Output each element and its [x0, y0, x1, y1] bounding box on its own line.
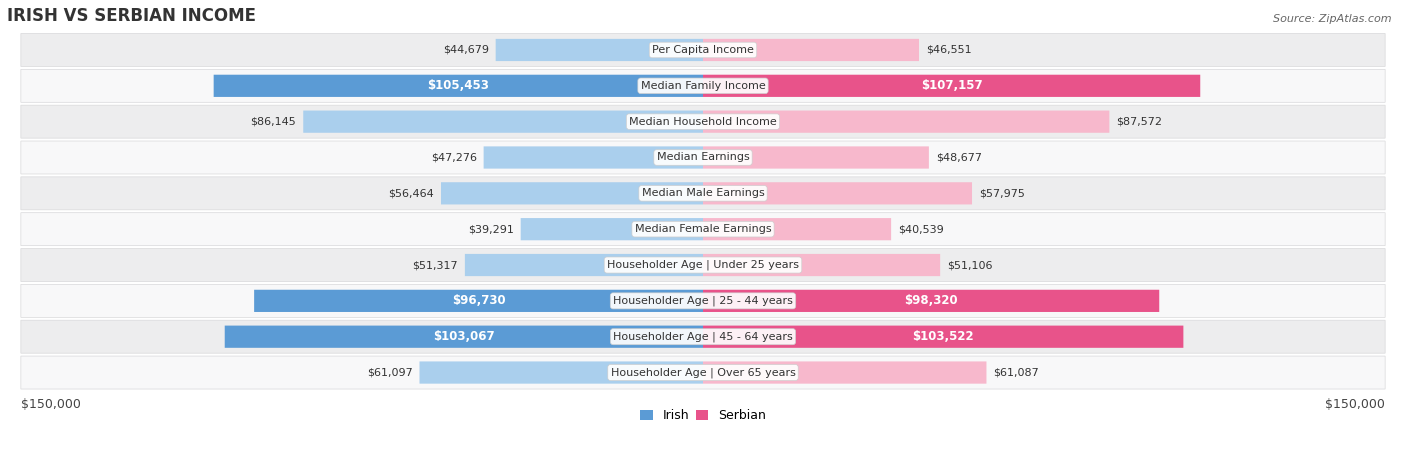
Text: Median Female Earnings: Median Female Earnings	[634, 224, 772, 234]
FancyBboxPatch shape	[419, 361, 703, 384]
Text: $46,551: $46,551	[927, 45, 972, 55]
Text: Householder Age | Over 65 years: Householder Age | Over 65 years	[610, 367, 796, 378]
Text: $61,097: $61,097	[367, 368, 412, 377]
Text: Median Family Income: Median Family Income	[641, 81, 765, 91]
FancyBboxPatch shape	[441, 182, 703, 205]
Legend: Irish, Serbian: Irish, Serbian	[636, 404, 770, 427]
FancyBboxPatch shape	[21, 141, 1385, 174]
FancyBboxPatch shape	[496, 39, 703, 61]
FancyBboxPatch shape	[703, 39, 920, 61]
FancyBboxPatch shape	[254, 290, 703, 312]
FancyBboxPatch shape	[21, 248, 1385, 282]
Text: Source: ZipAtlas.com: Source: ZipAtlas.com	[1274, 14, 1392, 24]
FancyBboxPatch shape	[21, 356, 1385, 389]
FancyBboxPatch shape	[304, 111, 703, 133]
Text: $96,730: $96,730	[451, 294, 505, 307]
Text: $105,453: $105,453	[427, 79, 489, 92]
FancyBboxPatch shape	[21, 284, 1385, 318]
FancyBboxPatch shape	[21, 69, 1385, 102]
FancyBboxPatch shape	[703, 325, 1184, 348]
Text: $61,087: $61,087	[994, 368, 1039, 377]
FancyBboxPatch shape	[703, 75, 1201, 97]
FancyBboxPatch shape	[465, 254, 703, 276]
Text: $47,276: $47,276	[430, 153, 477, 163]
FancyBboxPatch shape	[21, 177, 1385, 210]
FancyBboxPatch shape	[21, 105, 1385, 138]
FancyBboxPatch shape	[225, 325, 703, 348]
FancyBboxPatch shape	[214, 75, 703, 97]
Text: $87,572: $87,572	[1116, 117, 1163, 127]
Text: $39,291: $39,291	[468, 224, 513, 234]
FancyBboxPatch shape	[520, 218, 703, 241]
FancyBboxPatch shape	[703, 254, 941, 276]
Text: $56,464: $56,464	[388, 188, 434, 198]
FancyBboxPatch shape	[703, 111, 1109, 133]
Text: $103,067: $103,067	[433, 330, 495, 343]
Text: $103,522: $103,522	[912, 330, 974, 343]
Text: $98,320: $98,320	[904, 294, 957, 307]
Text: $150,000: $150,000	[1326, 397, 1385, 410]
FancyBboxPatch shape	[703, 146, 929, 169]
Text: Householder Age | 45 - 64 years: Householder Age | 45 - 64 years	[613, 332, 793, 342]
Text: Householder Age | Under 25 years: Householder Age | Under 25 years	[607, 260, 799, 270]
Text: Householder Age | 25 - 44 years: Householder Age | 25 - 44 years	[613, 296, 793, 306]
Text: $44,679: $44,679	[443, 45, 489, 55]
Text: Median Household Income: Median Household Income	[628, 117, 778, 127]
Text: Median Male Earnings: Median Male Earnings	[641, 188, 765, 198]
FancyBboxPatch shape	[484, 146, 703, 169]
Text: IRISH VS SERBIAN INCOME: IRISH VS SERBIAN INCOME	[7, 7, 256, 25]
FancyBboxPatch shape	[21, 320, 1385, 353]
Text: Median Earnings: Median Earnings	[657, 153, 749, 163]
Text: $57,975: $57,975	[979, 188, 1025, 198]
FancyBboxPatch shape	[21, 212, 1385, 246]
Text: $150,000: $150,000	[21, 397, 80, 410]
Text: $48,677: $48,677	[936, 153, 981, 163]
Text: $51,317: $51,317	[412, 260, 458, 270]
FancyBboxPatch shape	[703, 290, 1159, 312]
FancyBboxPatch shape	[703, 182, 972, 205]
Text: Per Capita Income: Per Capita Income	[652, 45, 754, 55]
FancyBboxPatch shape	[703, 361, 987, 384]
FancyBboxPatch shape	[21, 34, 1385, 66]
FancyBboxPatch shape	[703, 218, 891, 241]
Text: $86,145: $86,145	[250, 117, 297, 127]
Text: $40,539: $40,539	[898, 224, 943, 234]
Text: $51,106: $51,106	[948, 260, 993, 270]
Text: $107,157: $107,157	[921, 79, 983, 92]
